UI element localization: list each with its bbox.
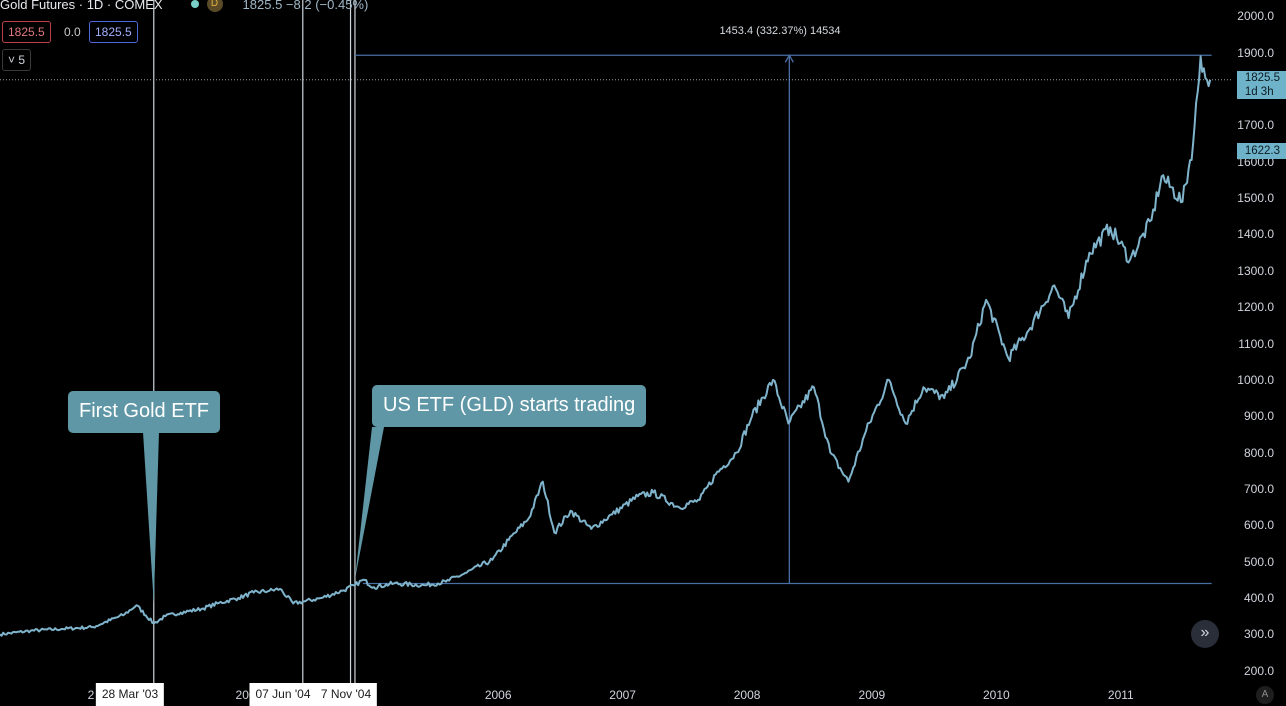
last-price-badge: 1825.5 1d 3h <box>1236 71 1286 99</box>
price-tick: 200.0 <box>1243 663 1274 678</box>
callout-pointer-first-etf <box>143 432 159 604</box>
delayed-badge: D <box>206 0 223 12</box>
ohlc-quote: 1825.5 −8.2 (−0.45%) <box>242 0 369 12</box>
price-tick: 800.0 <box>1243 445 1274 460</box>
time-tick: 2009 <box>858 688 886 702</box>
buy-button[interactable]: 1825.5 <box>89 21 138 43</box>
symbol-header: Gold Futures · 1D · COMEX D 1825.5 −8.2 … <box>0 0 368 14</box>
price-tick: 400.0 <box>1243 591 1274 606</box>
spread-value: 0.0 <box>64 25 81 39</box>
price-tick: 1700.0 <box>1237 118 1274 133</box>
price-tick: 1300.0 <box>1237 263 1274 278</box>
price-tick: 1000.0 <box>1237 372 1274 387</box>
measure-arrow-icon <box>784 53 794 63</box>
time-tick: 2007 <box>609 688 636 702</box>
price-tick: 2000.0 <box>1237 9 1274 24</box>
sell-button[interactable]: 1825.5 <box>2 21 51 43</box>
measure-label: 1453.4 (332.37%) 14534 <box>719 25 841 37</box>
gold-price-line[interactable] <box>0 55 1212 637</box>
cursor-price-badge: 1622.3 <box>1236 143 1286 159</box>
price-tick: 300.0 <box>1243 627 1274 642</box>
time-tick: 2011 <box>1107 688 1134 702</box>
scroll-to-latest-icon[interactable]: » <box>1191 620 1219 648</box>
price-tick: 1400.0 <box>1237 227 1274 242</box>
time-tick: 2006 <box>484 688 512 702</box>
bar-countdown: 1d 3h <box>1244 86 1274 98</box>
price-tick: 700.0 <box>1243 481 1274 496</box>
market-status-icon <box>190 0 199 8</box>
auto-scale-button[interactable]: A <box>1256 686 1274 704</box>
callout-first-gold-etf[interactable]: First Gold ETF <box>68 391 221 433</box>
symbol-title[interactable]: Gold Futures · 1D · COMEX <box>0 0 163 12</box>
callout-pointers <box>143 427 384 604</box>
price-tick: 500.0 <box>1243 554 1274 569</box>
time-marker-7-nov-04: 7 Nov '04 <box>314 683 378 706</box>
time-marker-07-jun-04: 07 Jun '04 <box>249 683 317 706</box>
price-tick: 1500.0 <box>1237 191 1274 206</box>
price-tick: 1900.0 <box>1237 45 1274 60</box>
time-marker-28-mar-03: 28 Mar '03 <box>95 683 165 706</box>
price-series <box>0 55 1212 637</box>
time-tick-partial: 2 <box>87 688 95 702</box>
price-tick: 900.0 <box>1243 409 1274 424</box>
measure-tool <box>354 53 1212 585</box>
callout-us-etf[interactable]: US ETF (GLD) starts trading <box>372 385 647 427</box>
price-tick: 600.0 <box>1243 518 1274 533</box>
price-tick: 1200.0 <box>1237 300 1274 315</box>
last-price-value: 1825.5 <box>1244 72 1280 84</box>
time-tick: 2010 <box>982 688 1010 702</box>
event-vertical-lines <box>153 0 356 683</box>
callout-pointer-us-etf <box>354 427 384 580</box>
price-tick: 1100.0 <box>1238 336 1274 351</box>
indicators-toggle[interactable]: ˅ 5 <box>2 49 32 71</box>
time-tick: 2008 <box>733 688 761 702</box>
